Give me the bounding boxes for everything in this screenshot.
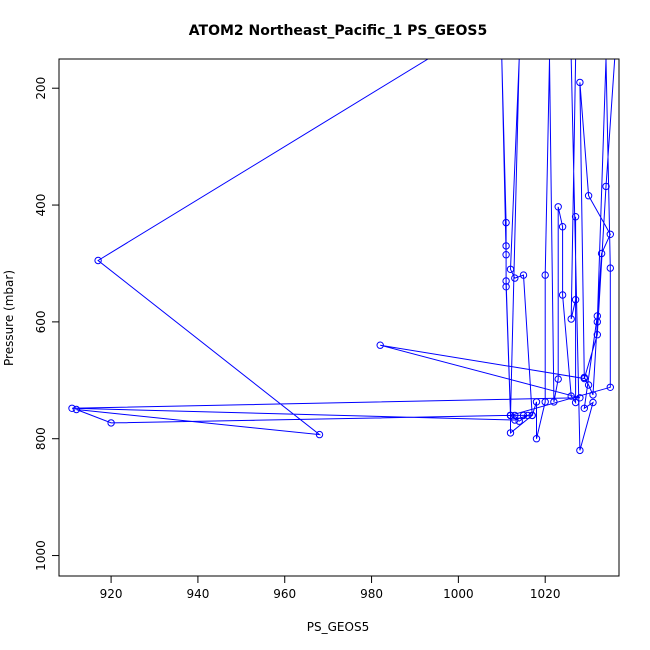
x-tick-label: 920 [100,587,123,601]
data-point [602,182,610,191]
data-point [107,419,115,427]
data-point [606,230,614,239]
data-point [606,383,614,391]
data-point [502,283,510,291]
data-point [558,223,567,231]
y-tick-label: 1000 [34,540,48,571]
chart-title: ATOM2 Northeast_Pacific_1 PS_GEOS5 [189,23,487,39]
data-point [506,265,515,273]
y-tick-label: 400 [34,194,48,217]
data-point [589,398,597,407]
data-point [519,271,528,279]
data-point [528,411,536,420]
x-tick-label: 1020 [530,587,561,601]
x-tick-label: 980 [360,587,383,601]
data-point [571,398,580,407]
data-point [571,213,580,221]
data-point [580,373,588,382]
x-axis-label: PS_GEOS5 [307,620,369,634]
data-point [567,315,575,323]
data-point [589,391,597,399]
data-point [584,192,593,200]
x-tick-label: 1000 [443,587,474,601]
x-tick-label: 960 [273,587,296,601]
plot-frame [58,58,620,577]
data-point [68,404,76,412]
data-point [541,398,549,406]
data-point [524,411,532,420]
axes: 920 940 960 980 1000 1020 200 400 600 800 1000 [34,77,560,601]
data-point [580,404,588,412]
data-point [519,411,528,420]
data-point [576,78,584,87]
data-point [584,381,593,389]
data-point [606,264,614,272]
plot-area [68,59,616,455]
data-point [571,296,580,304]
data-point [506,429,515,437]
x-tick-label: 940 [186,587,209,601]
data-point [558,291,567,299]
data-point [532,435,541,443]
data-point [576,394,584,402]
data-point [541,271,549,279]
series-line [71,59,616,451]
data-point [511,416,519,424]
y-tick-label: 200 [34,77,48,100]
data-point [515,417,523,425]
data-point [94,256,102,265]
data-point [72,405,81,414]
data-point [502,218,510,227]
data-point [502,242,510,250]
data-point [576,446,584,455]
data-point [315,430,324,439]
data-point [532,398,541,406]
data-point [502,277,510,285]
data-point [554,375,562,383]
data-point [511,274,519,282]
data-point [567,392,575,400]
data-point [593,331,601,339]
y-tick-label: 800 [34,427,48,450]
data-point [593,318,601,326]
data-point [511,411,519,420]
data-point [502,251,510,259]
data-point [506,411,515,420]
data-point [554,203,562,211]
y-axis-label: Pressure (mbar) [2,270,16,366]
data-point [550,398,558,406]
data-point [376,341,384,349]
y-tick-label: 600 [34,310,48,333]
data-point [597,249,606,258]
